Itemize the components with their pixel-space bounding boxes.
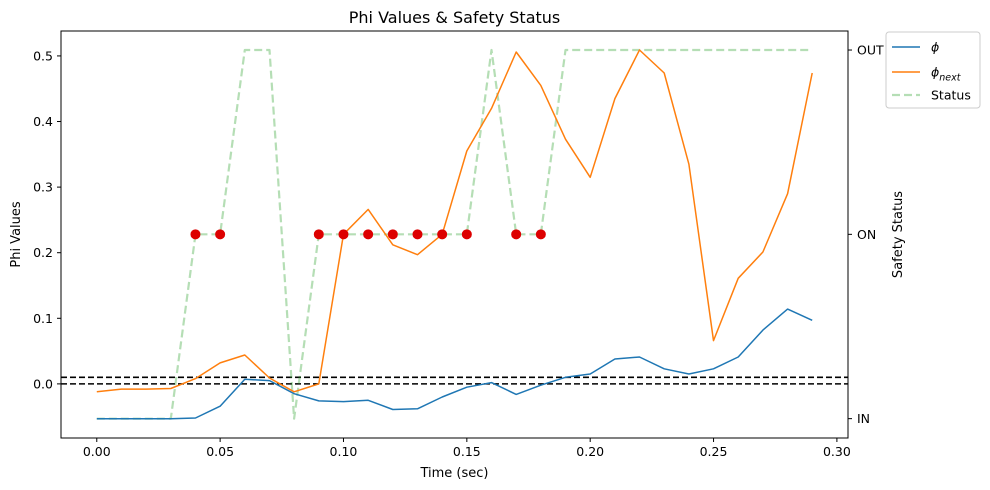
x-tick-label: 0.00	[83, 444, 111, 459]
on-marker	[437, 229, 448, 240]
y-tick-label: 0.5	[33, 48, 53, 63]
x-axis-title: Time (sec)	[419, 466, 488, 481]
y-axis-ticks: 0.0 0.1 0.2 0.3 0.4 0.5	[33, 48, 61, 391]
on-marker	[190, 229, 201, 240]
series-line-status	[96, 48, 813, 420]
on-marker	[363, 229, 374, 240]
y2-tick-label: IN	[857, 411, 870, 426]
y2-tick-label: ON	[857, 227, 876, 242]
series-line-phi-next	[96, 49, 813, 393]
legend-label-phi-next: ϕnext	[931, 65, 962, 84]
on-marker	[412, 229, 423, 240]
series-line-phi	[96, 308, 813, 420]
on-marker	[313, 229, 324, 240]
legend-frame	[885, 31, 981, 109]
x-tick-label: 0.20	[576, 444, 604, 459]
series-lines	[96, 48, 813, 420]
on-marker	[338, 229, 349, 240]
x-tick-label: 0.25	[700, 444, 728, 459]
legend: ϕ ϕnext Status	[885, 31, 981, 109]
y2-axis-ticks: IN ON OUT	[848, 43, 884, 426]
x-tick-label: 0.05	[206, 444, 234, 459]
on-marker	[387, 229, 398, 240]
y-tick-label: 0.1	[33, 311, 53, 326]
y-tick-label: 0.4	[33, 114, 53, 129]
x-tick-label: 0.10	[330, 444, 358, 459]
x-tick-label: 0.30	[823, 444, 851, 459]
chart-title: Phi Values & Safety Status	[349, 8, 561, 27]
y2-tick-label: OUT	[857, 43, 884, 58]
y-tick-label: 0.0	[33, 376, 53, 391]
y2-axis-title: Safety Status	[891, 191, 906, 278]
on-marker	[215, 229, 226, 240]
y-tick-label: 0.3	[33, 180, 53, 195]
y-tick-label: 0.2	[33, 245, 53, 260]
legend-label-status: Status	[931, 88, 971, 103]
on-marker	[535, 229, 546, 240]
x-axis-ticks: 0.00 0.05 0.10 0.15 0.20 0.25 0.30	[83, 438, 851, 459]
x-tick-label: 0.15	[453, 444, 481, 459]
legend-label-phi: ϕ	[931, 40, 939, 55]
threshold-lines	[61, 376, 848, 385]
on-marker	[461, 229, 472, 240]
y-axis-title: Phi Values	[9, 201, 24, 268]
on-markers	[190, 229, 546, 240]
on-marker	[511, 229, 522, 240]
